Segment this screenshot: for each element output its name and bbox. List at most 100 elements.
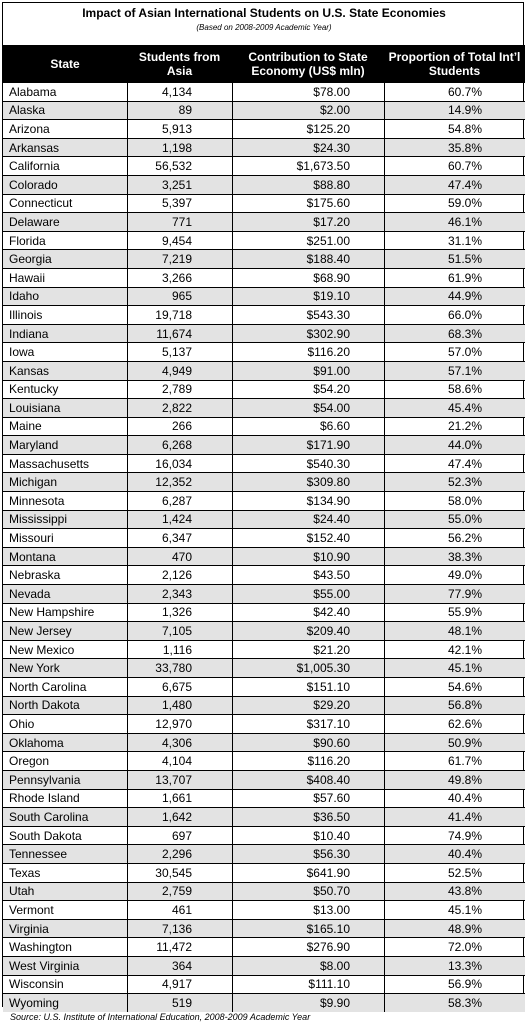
students-cell: 4,949 [127,361,232,380]
table-row: Colorado 3,251 $88.80 47.4% [3,174,525,194]
students-cell: 3,266 [127,268,232,287]
state-cell: Texas [9,865,41,880]
students-cell: 30,545 [127,863,232,882]
state-cell: New Mexico [9,642,75,657]
students-cell: 5,137 [127,343,232,361]
table-row: North Carolina 6,675 $151.10 54.6% [3,677,525,696]
contribution-cell: $56.30 [232,845,384,863]
proportion-cell: 57.0% [384,343,525,361]
state-cell: West Virginia [9,958,80,973]
students-cell: 6,347 [127,529,232,547]
contribution-cell: $317.10 [232,715,384,733]
table-row: Maine 266 $6.60 21.2% [3,416,525,436]
state-cell: Mississippi [9,512,68,527]
students-cell: 2,822 [127,399,232,417]
students-cell: 16,034 [127,454,232,473]
students-cell: 1,198 [127,138,232,157]
contribution-cell: $309.80 [232,473,384,492]
students-cell: 11,472 [127,938,232,956]
contribution-cell: $1,005.30 [232,659,384,677]
table-row: West Virginia 364 $8.00 13.3% [3,955,525,975]
table-row: Delaware 771 $17.20 46.1% [3,212,525,231]
state-cell: Illinois [9,307,43,322]
students-cell: 2,126 [127,566,232,585]
students-cell: 965 [127,287,232,306]
proportion-cell: 68.3% [384,324,525,343]
state-cell: New York [9,661,60,676]
students-cell: 12,352 [127,473,232,492]
table-row: Louisiana 2,822 $54.00 45.4% [3,398,525,417]
contribution-cell: $543.30 [232,306,384,324]
state-cell: Hawaii [9,270,46,285]
state-cell: Arkansas [9,140,60,155]
table-row: Florida 9,454 $251.00 31.1% [3,230,525,250]
contribution-cell: $188.40 [232,250,384,268]
table-row: New Jersey 7,105 $209.40 48.1% [3,621,525,640]
contribution-cell: $90.60 [232,733,384,752]
state-cell: North Dakota [9,698,80,713]
table-row: Texas 30,545 $641.90 52.5% [3,862,525,882]
state-cell: Vermont [9,902,54,917]
header-proportion: Proportion of Total Int’l Students [388,49,521,78]
students-cell: 697 [127,826,232,845]
header-state: State [50,56,80,71]
table-row: Washington 11,472 $276.90 72.0% [3,937,525,956]
table-row: Maryland 6,268 $171.90 44.0% [3,435,525,454]
contribution-cell: $152.40 [232,529,384,547]
contribution-cell: $24.30 [232,138,384,157]
state-cell: California [9,159,60,174]
contribution-cell: $116.20 [232,343,384,361]
contribution-cell: $88.80 [232,175,384,194]
students-cell: 7,219 [127,250,232,268]
state-cell: North Carolina [9,679,87,694]
students-cell: 1,480 [127,696,232,715]
state-cell: Tennessee [9,847,68,862]
students-cell: 6,287 [127,492,232,510]
contribution-cell: $8.00 [232,956,384,975]
proportion-cell: 45.4% [384,399,525,417]
contribution-cell: $21.20 [232,640,384,659]
proportion-cell: 43.8% [384,882,525,901]
state-cell: Iowa [9,345,35,360]
proportion-cell: 50.9% [384,733,525,752]
table-frame: Impact of Asian International Students o… [2,2,525,1012]
contribution-cell: $29.20 [232,696,384,715]
table-row: Missouri 6,347 $152.40 56.2% [3,528,525,547]
proportion-cell: 42.1% [384,640,525,659]
proportion-cell: 52.5% [384,863,525,882]
state-cell: Nevada [9,586,51,601]
students-cell: 771 [127,213,232,231]
students-cell: 470 [127,547,232,566]
table-row: Idaho 965 $19.10 44.9% [3,286,525,306]
students-cell: 1,661 [127,789,232,808]
table-header: State Students from Asia Contribution to… [3,45,525,82]
table-row: Arizona 5,913 $125.20 54.8% [3,119,525,138]
table-row: Oklahoma 4,306 $90.60 50.9% [3,732,525,752]
table-row: South Dakota 697 $10.40 74.9% [3,825,525,845]
students-cell: 519 [127,994,232,1012]
proportion-cell: 31.1% [384,231,525,250]
state-cell: Oregon [9,754,50,769]
state-cell: Virginia [9,921,49,936]
table-row: New York 33,780 $1,005.30 45.1% [3,658,525,677]
proportion-cell: 60.7% [384,157,525,175]
students-cell: 89 [127,101,232,120]
state-cell: Louisiana [9,400,61,415]
students-cell: 5,397 [127,194,232,213]
state-cell: Montana [9,549,56,564]
header-contribution: Contribution to State Economy (US$ mln) [248,49,368,78]
proportion-cell: 55.0% [384,510,525,529]
table-title: Impact of Asian International Students o… [82,6,446,20]
table-row: Vermont 461 $13.00 45.1% [3,900,525,919]
students-cell: 4,306 [127,733,232,752]
students-cell: 1,326 [127,603,232,622]
contribution-cell: $116.20 [232,752,384,770]
table-row: Tennessee 2,296 $56.30 40.4% [3,844,525,863]
students-cell: 19,718 [127,306,232,324]
contribution-cell: $55.00 [232,585,384,603]
table-row: Massachusetts 16,034 $540.30 47.4% [3,453,525,473]
proportion-cell: 40.4% [384,789,525,808]
proportion-cell: 40.4% [384,845,525,863]
proportion-cell: 51.5% [384,250,525,268]
table-row: Ohio 12,970 $317.10 62.6% [3,714,525,733]
